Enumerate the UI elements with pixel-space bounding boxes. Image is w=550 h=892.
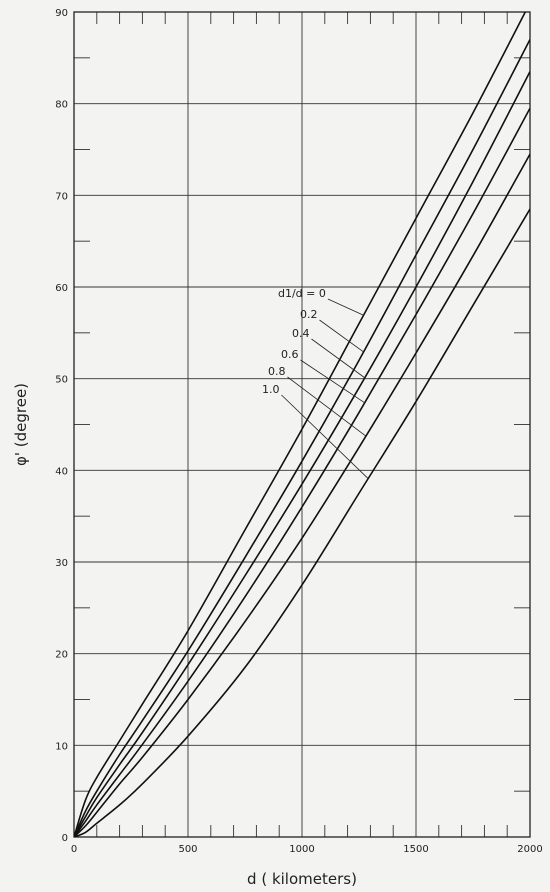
y-tick-label: 20: [55, 650, 68, 661]
x-axis-label: d ( kilometers): [247, 870, 357, 888]
annotation-leader-line: [311, 338, 365, 379]
x-tick-labels: 0 500 1000 1500 2000: [71, 844, 543, 855]
y-tick-label: 70: [55, 191, 68, 202]
y-tick-label: 0: [62, 833, 68, 844]
series-group: [74, 12, 530, 837]
series-annotation-label: 0.6: [281, 348, 299, 361]
annotation-leader-line: [319, 319, 364, 353]
y-tick-label: 50: [55, 375, 68, 386]
x-tick-label: 500: [178, 844, 197, 855]
y-tick-label: 10: [55, 741, 68, 752]
plot-frame: [73, 11, 531, 838]
y-tick-labels: 0 10 20 30 40 50 60 70 80 90: [55, 8, 68, 844]
annotation-leader-line: [327, 298, 364, 316]
series-line-5: [74, 208, 530, 837]
series-annotation-label: 0.8: [268, 365, 286, 378]
series-annotation-label: 1.0: [262, 383, 280, 396]
annotation-leader-line: [281, 394, 369, 479]
x-tick-label: 1000: [289, 844, 314, 855]
y-tick-label: 30: [55, 558, 68, 569]
minor-ticks: [74, 12, 530, 837]
series-annotation-label: 0.2: [300, 308, 318, 321]
x-tick-label: 2000: [517, 844, 542, 855]
y-tick-label: 60: [55, 283, 68, 294]
y-tick-label: 80: [55, 100, 68, 111]
y-axis-label: φ' (degree): [12, 383, 30, 466]
annotation-leader-line: [300, 359, 365, 404]
x-tick-label: 1500: [403, 844, 428, 855]
series-line-2: [74, 71, 530, 837]
series-line-0: [74, 12, 527, 837]
annotations-group: d1/d = 0 0.2 0.4 0.6 0.8 1.0: [262, 287, 369, 479]
series-line-1: [74, 39, 530, 837]
x-tick-label: 0: [71, 844, 77, 855]
series-annotation-label: 0.4: [292, 327, 310, 340]
y-tick-label: 40: [55, 466, 68, 477]
series-line-4: [74, 153, 530, 837]
series-line-3: [74, 107, 530, 837]
annotation-leader-line: [287, 376, 367, 437]
y-tick-label: 90: [55, 8, 68, 19]
series-annotation-label: d1/d = 0: [278, 287, 326, 300]
